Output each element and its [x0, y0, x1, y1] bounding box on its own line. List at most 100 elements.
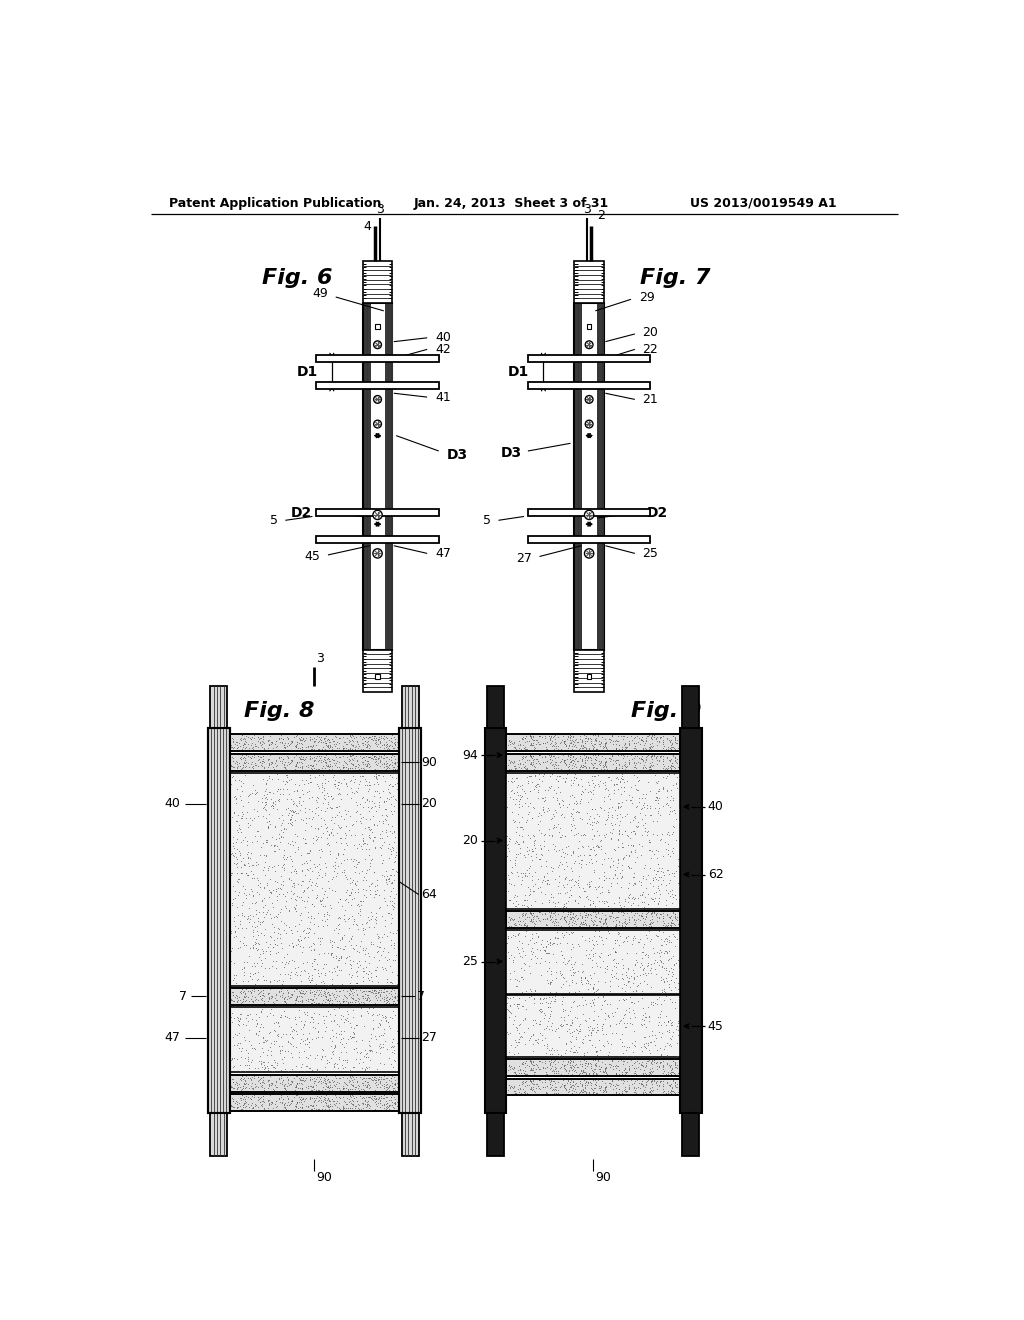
Point	[641, 1061, 657, 1082]
Point	[573, 907, 590, 928]
Point	[635, 783, 651, 804]
Point	[319, 887, 336, 908]
Point	[664, 785, 680, 807]
Point	[557, 869, 573, 890]
Point	[583, 733, 599, 754]
Point	[521, 1051, 538, 1072]
Point	[643, 912, 659, 933]
Point	[634, 903, 650, 924]
Point	[378, 981, 394, 1002]
Bar	[506, 754, 680, 771]
Point	[242, 1068, 258, 1089]
Point	[503, 1064, 519, 1085]
Point	[638, 1063, 654, 1084]
Point	[506, 908, 522, 929]
Point	[354, 1057, 371, 1078]
Point	[291, 1072, 307, 1093]
Point	[361, 746, 378, 767]
Point	[554, 748, 570, 770]
Point	[318, 754, 335, 775]
Text: Fig. 8: Fig. 8	[244, 701, 314, 721]
Point	[646, 887, 663, 908]
Point	[291, 913, 307, 935]
Point	[662, 730, 678, 751]
Point	[340, 729, 356, 750]
Point	[523, 908, 540, 929]
Point	[341, 964, 357, 985]
Point	[325, 936, 341, 957]
Point	[337, 1093, 353, 1114]
Point	[308, 887, 325, 908]
Point	[372, 785, 388, 807]
Point	[657, 915, 674, 936]
Point	[654, 1078, 671, 1100]
Point	[557, 754, 573, 775]
Point	[604, 1049, 621, 1071]
Point	[583, 731, 599, 752]
Point	[384, 1092, 400, 1113]
Point	[644, 729, 660, 750]
Point	[660, 804, 677, 825]
Point	[390, 1031, 407, 1052]
Point	[536, 801, 552, 822]
Point	[664, 756, 680, 777]
Point	[601, 923, 617, 944]
Point	[513, 1073, 529, 1094]
Bar	[229, 754, 399, 771]
Point	[304, 989, 321, 1010]
Point	[362, 1096, 379, 1117]
Point	[331, 1015, 347, 1036]
Point	[556, 876, 572, 898]
Point	[592, 734, 608, 755]
Point	[621, 1055, 637, 1076]
Bar	[229, 754, 399, 771]
Point	[584, 853, 600, 874]
Point	[238, 1067, 254, 1088]
Point	[285, 1090, 301, 1111]
Point	[351, 774, 368, 795]
Point	[594, 891, 610, 912]
Point	[598, 756, 614, 777]
Point	[577, 896, 593, 917]
Point	[368, 731, 384, 752]
Point	[580, 781, 596, 803]
Point	[306, 949, 323, 970]
Point	[598, 809, 614, 830]
Point	[541, 1069, 557, 1090]
Point	[609, 1056, 626, 1077]
Point	[301, 1076, 317, 1097]
Point	[538, 759, 554, 780]
Point	[590, 1006, 606, 1027]
Point	[640, 946, 656, 968]
Point	[371, 726, 387, 747]
Point	[329, 750, 345, 771]
Point	[287, 899, 303, 920]
Point	[242, 727, 258, 748]
Point	[599, 994, 615, 1015]
Point	[663, 931, 679, 952]
Point	[655, 1039, 672, 1060]
Point	[339, 1007, 355, 1028]
Point	[360, 759, 377, 780]
Point	[510, 866, 526, 887]
Point	[225, 1077, 242, 1098]
Point	[379, 1073, 395, 1094]
Point	[587, 748, 603, 770]
Point	[285, 883, 301, 904]
Point	[278, 886, 294, 907]
Point	[602, 907, 618, 928]
Point	[526, 838, 543, 859]
Point	[339, 1068, 355, 1089]
Point	[247, 1096, 263, 1117]
Point	[224, 981, 241, 1002]
Text: 47: 47	[435, 546, 451, 560]
Point	[293, 983, 309, 1005]
Point	[550, 1060, 566, 1081]
Point	[266, 970, 283, 991]
Point	[233, 1080, 250, 1101]
Point	[349, 1071, 366, 1092]
Point	[651, 726, 668, 747]
Point	[523, 1073, 540, 1094]
Point	[276, 989, 293, 1010]
Point	[578, 1071, 594, 1092]
